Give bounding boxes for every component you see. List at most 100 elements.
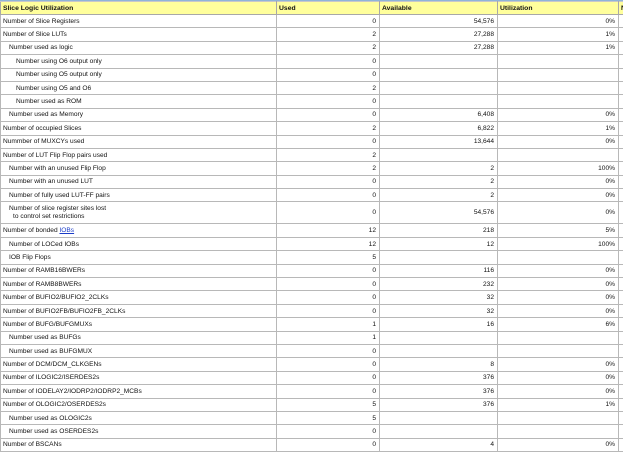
available-cell: 116 [380,264,498,277]
utilization-cell: 100% [498,237,619,250]
used-cell: 0 [277,175,380,188]
row-label: Number of BUFIO2FB/BUFIO2FB_2CLKs [1,304,277,317]
note-cell [619,237,623,250]
row-label: Number of Slice LUTs [1,28,277,41]
note-cell [619,162,623,175]
used-cell: 2 [277,41,380,54]
available-cell: 4 [380,438,498,451]
utilization-cell: 0% [498,438,619,451]
available-cell: 54,576 [380,15,498,28]
row-label: Number used as BUFGs [1,331,277,344]
row-label: Number of RAMB16BWERs [1,264,277,277]
used-cell: 2 [277,81,380,94]
utilization-cell: 0% [498,371,619,384]
available-cell [380,81,498,94]
available-cell: 6,408 [380,108,498,121]
note-cell [619,385,623,398]
used-cell: 0 [277,189,380,202]
header-used: Used [277,2,380,15]
utilization-cell [498,68,619,81]
used-cell: 2 [277,122,380,135]
utilization-cell: 5% [498,224,619,237]
available-cell: 376 [380,385,498,398]
row-label-line2: to control set restrictions [9,213,84,220]
available-cell [380,411,498,424]
utilization-cell: 6% [498,318,619,331]
row-label: Number of BUFIO2/BUFIO2_2CLKs [1,291,277,304]
note-cell [619,425,623,438]
available-cell [380,425,498,438]
used-cell: 0 [277,385,380,398]
note-cell [619,278,623,291]
header-slice-logic-utilization: Slice Logic Utilization [1,2,277,15]
utilization-cell: 0% [498,264,619,277]
row-label: Number of RAMB8BWERs [1,278,277,291]
available-cell: 27,288 [380,28,498,41]
row-label: Number used as Memory [1,108,277,121]
available-cell: 218 [380,224,498,237]
note-cell [619,438,623,451]
header-available: Available [380,2,498,15]
available-cell [380,55,498,68]
row-label: Number with an unused Flip Flop [1,162,277,175]
note-cell [619,264,623,277]
used-cell: 2 [277,148,380,161]
utilization-cell: 0% [498,175,619,188]
used-cell: 0 [277,55,380,68]
note-cell [619,304,623,317]
row-label: Number of OLOGIC2/OSERDES2s [1,398,277,411]
row-label: Number used as OSERDES2s [1,425,277,438]
available-cell: 27,288 [380,41,498,54]
utilization-cell [498,425,619,438]
note-cell [619,202,623,224]
note-cell [619,344,623,357]
used-cell: 0 [277,95,380,108]
available-cell: 232 [380,278,498,291]
used-cell: 2 [277,162,380,175]
used-cell: 0 [277,425,380,438]
row-label-line1: Number of slice register sites lost [9,205,106,212]
note-cell [619,135,623,148]
utilization-cell [498,55,619,68]
used-cell: 0 [277,304,380,317]
note-cell [619,251,623,264]
used-cell: 0 [277,264,380,277]
used-cell: 0 [277,108,380,121]
note-cell [619,318,623,331]
iobs-link[interactable]: IOBs [59,227,74,234]
header-row: Slice Logic Utilization Used Available U… [1,2,623,15]
row-label: Number using O5 output only [1,68,277,81]
row-label-text: Number of bonded [3,227,59,234]
note-cell [619,398,623,411]
row-label: Number with an unused LUT [1,175,277,188]
utilization-cell [498,148,619,161]
header-note: N [619,2,623,15]
note-cell [619,371,623,384]
row-label: Nummber of MUXCYs used [1,135,277,148]
note-cell [619,81,623,94]
available-cell [380,251,498,264]
note-cell [619,291,623,304]
used-cell: 0 [277,68,380,81]
row-label: Number of occupied Slices [1,122,277,135]
used-cell: 5 [277,398,380,411]
note-cell [619,108,623,121]
row-label: Number used as logic [1,41,277,54]
row-label: Number used as ROM [1,95,277,108]
